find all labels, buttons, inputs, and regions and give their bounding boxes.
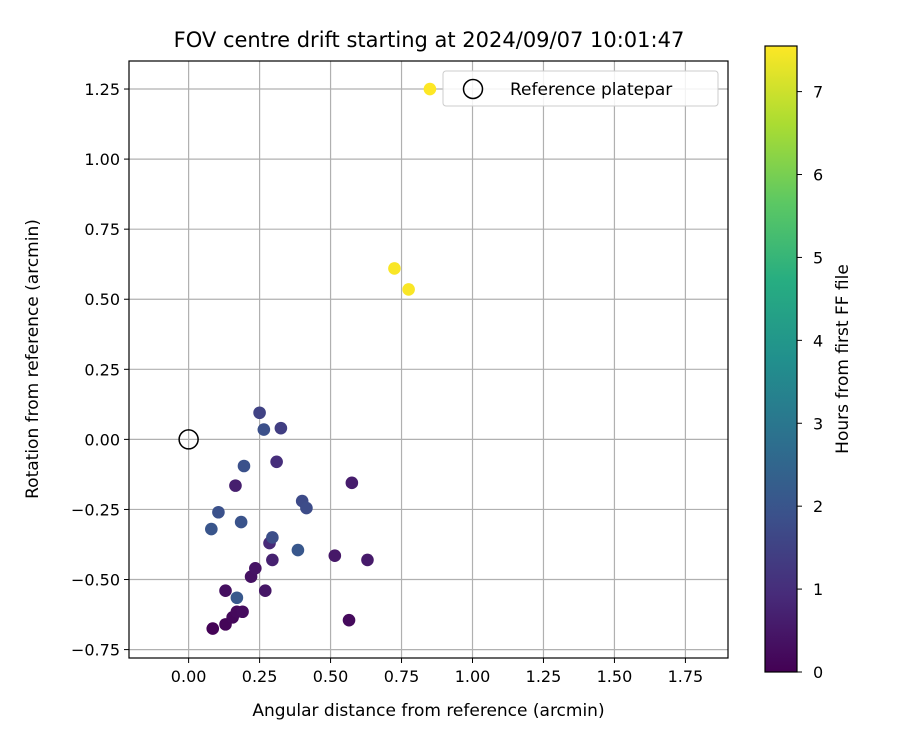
x-tick-label: 0.00 bbox=[171, 667, 207, 686]
data-point bbox=[253, 406, 266, 420]
x-tick-label: 1.25 bbox=[526, 667, 562, 686]
y-tick-label: 0.50 bbox=[84, 290, 120, 309]
data-point bbox=[206, 622, 220, 635]
legend-marker-icon bbox=[462, 78, 484, 100]
data-point bbox=[205, 522, 218, 536]
colorbar-title: Hours from first FF file bbox=[833, 264, 853, 454]
grid-lines bbox=[129, 61, 728, 658]
y-tick-label: 1.00 bbox=[84, 150, 120, 169]
legend-box bbox=[442, 70, 719, 107]
data-point bbox=[300, 501, 313, 515]
data-point bbox=[236, 605, 249, 619]
x-axis-ticks: 0.00 0.25 0.50 0.75 1.00 1.25 1.50 1.75 bbox=[171, 658, 703, 686]
data-point bbox=[274, 421, 288, 435]
data-point bbox=[212, 505, 225, 519]
colorbar-ticks: 0 1 2 3 4 5 6 7 bbox=[797, 83, 823, 682]
y-tick-label: 0.75 bbox=[84, 220, 120, 239]
data-point bbox=[257, 423, 271, 436]
data-point bbox=[345, 476, 359, 490]
chart-title: FOV centre drift starting at 2024/09/07 … bbox=[174, 28, 685, 52]
y-tick-label: 0.00 bbox=[84, 430, 120, 449]
data-point bbox=[237, 459, 251, 473]
y-tick-label: 1.25 bbox=[84, 80, 120, 99]
colorbar bbox=[765, 46, 797, 672]
data-point bbox=[266, 553, 279, 567]
x-tick-label: 1.50 bbox=[597, 667, 633, 686]
data-point bbox=[234, 515, 248, 529]
data-point bbox=[258, 584, 272, 598]
data-points bbox=[205, 82, 437, 635]
colorbar-frame bbox=[764, 45, 798, 673]
x-tick-label: 1.00 bbox=[455, 667, 491, 686]
data-point bbox=[249, 562, 262, 575]
data-point bbox=[270, 455, 283, 469]
data-point bbox=[388, 262, 401, 275]
data-point bbox=[402, 283, 415, 296]
colorbar-tick-label: 2 bbox=[813, 497, 823, 516]
data-point bbox=[229, 479, 242, 492]
colorbar-tick-label: 5 bbox=[813, 248, 823, 267]
data-point bbox=[361, 553, 374, 567]
y-axis-ticks: −0.75 −0.50 −0.25 0.00 0.25 0.50 0.75 1.00 1.25 bbox=[71, 80, 129, 660]
data-point bbox=[230, 591, 244, 605]
y-tick-label: 0.25 bbox=[84, 360, 120, 379]
data-point bbox=[266, 531, 279, 544]
legend: Reference platepar bbox=[442, 70, 719, 107]
y-tick-label: −0.50 bbox=[71, 571, 120, 590]
x-axis-title: Angular distance from reference (arcmin) bbox=[252, 701, 604, 721]
colorbar-tick-label: 0 bbox=[813, 663, 823, 682]
x-tick-label: 0.50 bbox=[313, 667, 349, 686]
plot-frame bbox=[128, 60, 729, 659]
x-tick-label: 0.25 bbox=[242, 667, 278, 686]
data-point bbox=[219, 584, 232, 598]
y-axis-title: Rotation from reference (arcmin) bbox=[23, 219, 43, 499]
data-point bbox=[291, 543, 305, 557]
data-point bbox=[342, 613, 356, 627]
legend-entry-reference-platepar: Reference platepar bbox=[510, 80, 672, 100]
colorbar-tick-label: 7 bbox=[813, 83, 823, 102]
colorbar-tick-label: 6 bbox=[813, 166, 823, 185]
data-point bbox=[423, 82, 437, 96]
colorbar-tick-label: 4 bbox=[813, 331, 823, 350]
colorbar-tick-label: 1 bbox=[813, 580, 823, 599]
data-point bbox=[328, 549, 342, 562]
colorbar-tick-label: 3 bbox=[813, 414, 823, 433]
x-tick-label: 1.75 bbox=[668, 667, 704, 686]
y-tick-label: −0.25 bbox=[71, 500, 120, 519]
y-tick-label: −0.75 bbox=[71, 641, 120, 660]
reference-platepar-marker bbox=[178, 429, 199, 450]
x-tick-label: 0.75 bbox=[384, 667, 420, 686]
